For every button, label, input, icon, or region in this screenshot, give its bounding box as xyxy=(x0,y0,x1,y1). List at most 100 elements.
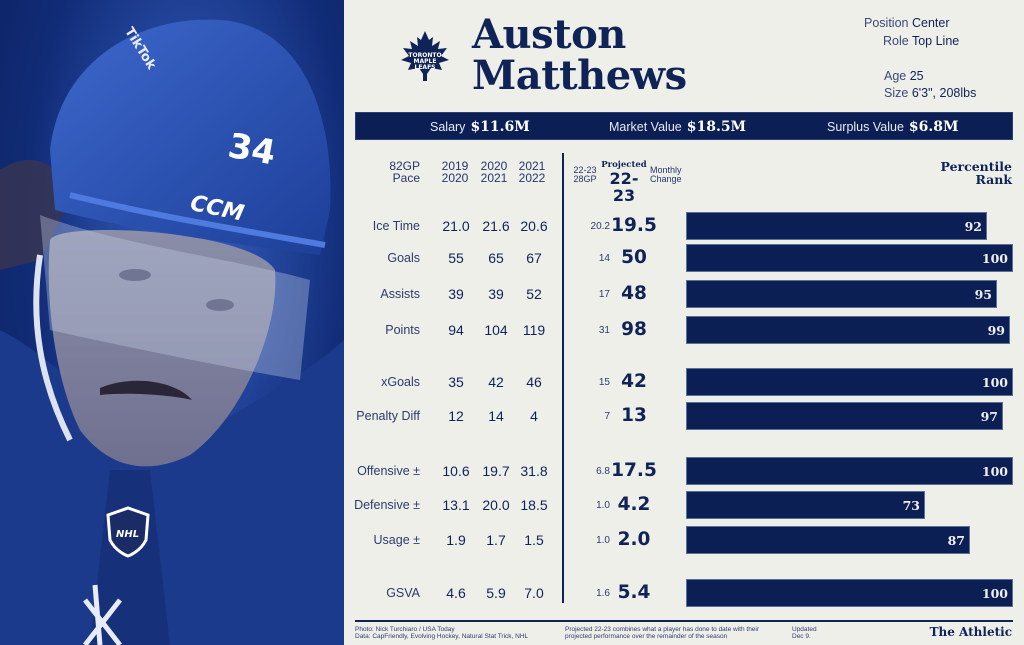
stat-2019-2020: 10.6 xyxy=(442,463,470,479)
table-row: GSVA 4.6 5.9 7.0 1.6 5.4 100 xyxy=(344,579,1024,607)
stat-label: Offensive ± xyxy=(357,464,420,478)
svg-text:LEAFS: LEAFS xyxy=(415,64,436,71)
stat-2021-2022: 7.0 xyxy=(524,585,544,601)
stat-projected: 5.4 xyxy=(617,582,651,603)
percentile-value: 100 xyxy=(981,586,1008,601)
percentile-value: 97 xyxy=(980,409,998,424)
percentile-value: 100 xyxy=(981,251,1008,266)
role-label: Role xyxy=(883,34,909,48)
stat-2021-2022: 20.6 xyxy=(520,218,548,234)
table-row: Assists 39 39 52 17 48 95 xyxy=(344,280,1024,308)
stat-2020-2021: 21.6 xyxy=(482,218,510,234)
stat-label: Goals xyxy=(387,251,420,265)
stat-2021-2022: 4 xyxy=(530,408,538,424)
stat-2020-2021: 5.9 xyxy=(486,585,506,601)
col-header-projected: Projected 22-23 xyxy=(601,160,647,205)
stat-2020-2021: 39 xyxy=(488,286,504,302)
stat-2021-2022: 119 xyxy=(522,322,546,338)
table-row: Usage ± 1.9 1.7 1.5 1.0 2.0 87 xyxy=(344,526,1024,554)
stat-2019-2020: 94 xyxy=(448,322,464,338)
stat-projected: 50 xyxy=(621,247,647,268)
stat-current-28gp: 15 xyxy=(598,377,610,388)
stat-2020-2021: 20.0 xyxy=(482,497,510,513)
percentile-bar: 87 xyxy=(686,526,970,554)
col-header-current: 22-23 28GP xyxy=(573,165,597,184)
table-row: xGoals 35 42 46 15 42 100 xyxy=(344,368,1024,396)
stat-2019-2020: 12 xyxy=(448,408,464,424)
percentile-value: 92 xyxy=(964,219,982,234)
size-label: Size xyxy=(884,86,909,100)
role-info: Role Top Line xyxy=(883,34,959,48)
stat-current-28gp: 20.2 xyxy=(590,221,610,232)
footer-updated: Updated Dec 9. xyxy=(792,626,817,640)
stat-2021-2022: 46 xyxy=(526,374,542,390)
percentile-bar: 100 xyxy=(686,579,1013,607)
size-info: Size 6'3", 208lbs xyxy=(884,86,976,100)
stat-current-28gp: 7 xyxy=(604,411,610,422)
svg-text:TORONTO: TORONTO xyxy=(408,52,441,59)
stat-label: Defensive ± xyxy=(354,498,420,512)
position-label: Position xyxy=(864,16,909,30)
stat-current-28gp: 1.0 xyxy=(596,500,610,511)
stat-2020-2021: 104 xyxy=(484,322,508,338)
stat-current-28gp: 14 xyxy=(598,253,610,264)
col-header-2020-2021: 2020 2021 xyxy=(480,159,508,185)
size-value: 6'3", 208lbs xyxy=(911,86,977,100)
stat-2021-2022: 31.8 xyxy=(520,463,548,479)
stat-projected: 4.2 xyxy=(617,494,651,515)
stat-projected: 17.5 xyxy=(611,460,657,481)
col-header-2021-2022: 2021 2022 xyxy=(518,159,546,185)
stat-2020-2021: 1.7 xyxy=(486,532,506,548)
column-divider xyxy=(562,153,564,603)
player-last-name: Matthews xyxy=(472,52,687,99)
stat-label: xGoals xyxy=(381,375,420,389)
table-row: Penalty Diff 12 14 4 7 13 97 xyxy=(344,402,1024,430)
stat-label: Points xyxy=(385,323,420,337)
salary-label: Salary xyxy=(430,120,466,134)
col-header-pace: 82GP Pace xyxy=(389,159,420,185)
role-value: Top Line xyxy=(911,34,960,48)
col-header-monthly-change: Monthly Change xyxy=(650,165,682,184)
stat-2021-2022: 1.5 xyxy=(524,532,544,548)
stat-label: Usage ± xyxy=(373,533,420,547)
percentile-value: 95 xyxy=(974,287,992,302)
market-value-label: Market Value xyxy=(609,120,682,134)
stat-2019-2020: 21.0 xyxy=(442,218,470,234)
percentile-bar: 100 xyxy=(686,368,1013,396)
footer-credits: Photo: Nick Turchiaro / USA Today Data: … xyxy=(355,626,529,640)
stat-projected: 48 xyxy=(621,283,647,304)
stat-projected: 13 xyxy=(621,405,647,426)
table-row: Offensive ± 10.6 19.7 31.8 6.8 17.5 100 xyxy=(344,457,1024,485)
surplus-value-item: Surplus Value $6.8M xyxy=(827,113,959,141)
percentile-value: 87 xyxy=(947,533,965,548)
stat-projected: 19.5 xyxy=(611,215,657,236)
market-value-item: Market Value $18.5M xyxy=(609,113,746,141)
stat-current-28gp: 31 xyxy=(598,325,610,336)
footer-note: Projected 22-23 combines what a player h… xyxy=(565,626,760,640)
footer-rule xyxy=(355,620,1013,622)
stat-projected: 2.0 xyxy=(617,529,651,550)
stat-2019-2020: 55 xyxy=(448,250,464,266)
svg-text:MAPLE: MAPLE xyxy=(414,58,437,65)
stat-label: Assists xyxy=(380,287,420,301)
stat-2019-2020: 39 xyxy=(448,286,464,302)
surplus-value-value: $6.8M xyxy=(908,119,959,135)
percentile-value: 100 xyxy=(981,464,1008,479)
surplus-value-label: Surplus Value xyxy=(827,120,904,134)
market-value-value: $18.5M xyxy=(686,119,747,135)
age-info: Age 25 xyxy=(884,69,924,83)
percentile-bar: 73 xyxy=(686,491,925,519)
table-row: Points 94 104 119 31 98 99 xyxy=(344,316,1024,344)
percentile-value: 73 xyxy=(902,498,920,513)
stat-2021-2022: 52 xyxy=(526,286,542,302)
stat-current-28gp: 1.0 xyxy=(596,535,610,546)
stat-2021-2022: 18.5 xyxy=(520,497,548,513)
stat-projected: 42 xyxy=(621,371,647,392)
position-value: Center xyxy=(911,16,950,30)
player-photo-illustration: CCM 34 TikTok NHL xyxy=(0,19,344,645)
col-header-2019-2020: 2019 2020 xyxy=(441,159,469,185)
percentile-bar: 99 xyxy=(686,316,1010,344)
age-label: Age xyxy=(884,69,907,83)
salary-value: $11.6M xyxy=(470,119,530,135)
stat-2019-2020: 4.6 xyxy=(446,585,466,601)
